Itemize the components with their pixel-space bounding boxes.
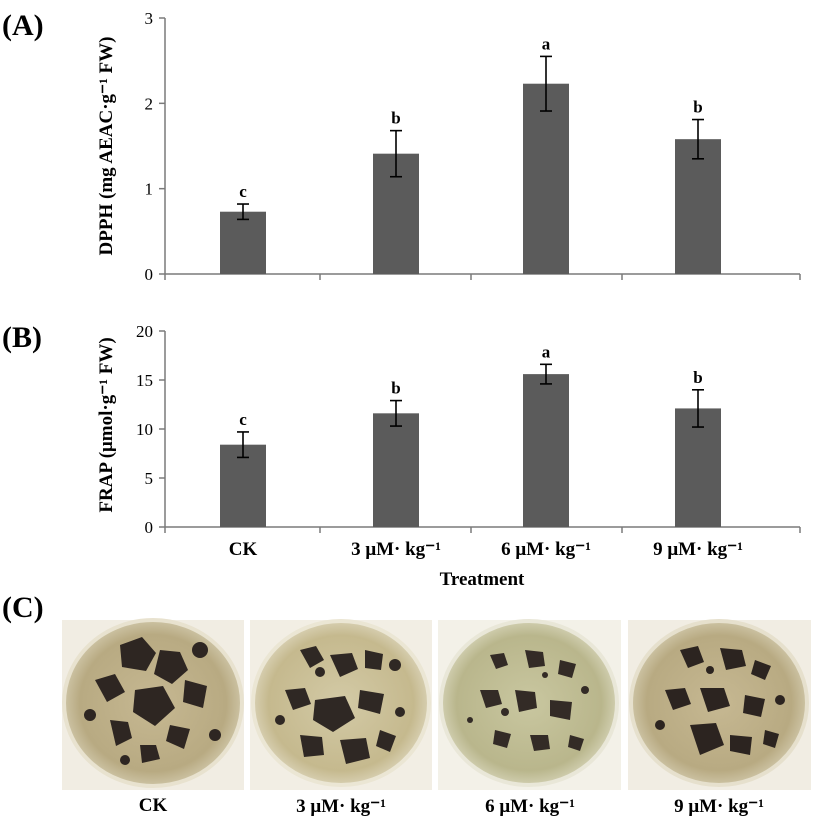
bar-0 xyxy=(220,211,266,274)
photo-label-6uM: 6 μM· kg⁻¹ xyxy=(485,796,575,817)
photo-label-3uM: 3 μM· kg⁻¹ xyxy=(296,796,386,817)
y-tick-label: 2 xyxy=(145,94,154,113)
y-tick-label: 1 xyxy=(145,180,154,199)
x-category-label: 6 μM· kg⁻¹ xyxy=(501,539,591,560)
photo-9uM xyxy=(628,619,811,790)
y-axis-title: FRAP (μmol·g⁻¹ FW) xyxy=(96,337,117,512)
bar-1 xyxy=(373,413,419,527)
y-tick-label: 20 xyxy=(136,322,153,341)
bar-2 xyxy=(523,374,569,527)
y-tick-label: 0 xyxy=(145,518,154,537)
x-category-label: 3 μM· kg⁻¹ xyxy=(351,539,441,560)
photo-label-ck: CK xyxy=(138,795,168,816)
significance-label: b xyxy=(693,98,702,117)
significance-label: a xyxy=(542,342,551,361)
bar-3 xyxy=(675,408,721,527)
y-tick-label: 3 xyxy=(145,9,154,28)
significance-label: a xyxy=(542,34,551,53)
panel-label-a: (A) xyxy=(2,9,44,42)
y-tick-label: 0 xyxy=(145,265,154,284)
bar-0 xyxy=(220,444,266,527)
photo-6uM xyxy=(438,619,621,790)
y-tick-label: 15 xyxy=(136,371,153,390)
photo-ck xyxy=(62,618,244,790)
significance-label: b xyxy=(391,379,400,398)
y-tick-label: 5 xyxy=(145,469,154,488)
photo-label-9uM: 9 μM· kg⁻¹ xyxy=(674,796,764,817)
significance-label: b xyxy=(693,368,702,387)
chart-frap: 0 5 10 15 20 FRAP (μmol·g⁻¹ FW) c CK b 3 μM· kg⁻¹… xyxy=(96,322,801,590)
x-category-label: 9 μM· kg⁻¹ xyxy=(653,539,743,560)
significance-label: b xyxy=(391,109,400,128)
photo-3uM xyxy=(250,619,432,790)
y-tick-label: 10 xyxy=(136,420,153,439)
chart-dpph: 0 1 2 3 DPPH (mg AEAC·g⁻¹ FW) c b a b xyxy=(96,9,801,284)
significance-label: c xyxy=(239,182,247,201)
x-category-label: CK xyxy=(229,539,258,560)
y-axis-title: DPPH (mg AEAC·g⁻¹ FW) xyxy=(96,37,117,256)
panel-label-c: (C) xyxy=(2,591,44,624)
bar-3 xyxy=(675,139,721,274)
x-axis-title: Treatment xyxy=(440,569,525,590)
panel-label-b: (B) xyxy=(2,321,42,354)
bar-2 xyxy=(523,83,569,274)
significance-label: c xyxy=(239,410,247,429)
